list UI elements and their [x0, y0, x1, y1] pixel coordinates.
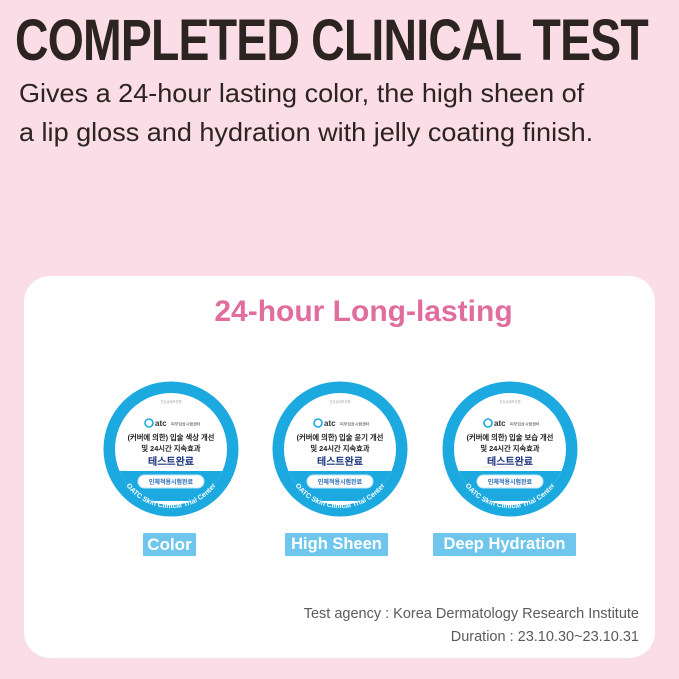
svg-text:피부임상시험센터: 피부임상시험센터 — [340, 421, 370, 427]
svg-text:테스트완료: 테스트완료 — [487, 455, 533, 468]
svg-text:(커버에 의한) 입술 보습 개선: (커버에 의한) 입술 보습 개선 — [466, 433, 553, 442]
svg-text:인체적용시험완료: 인체적용시험완료 — [148, 478, 193, 486]
svg-text:피부임상시험센터: 피부임상시험센터 — [510, 421, 540, 427]
svg-text:(커버에 의한) 입술 색상 개선: (커버에 의한) 입술 색상 개선 — [127, 433, 214, 442]
svg-text:인체적용시험완료: 인체적용시험완료 — [317, 478, 362, 486]
svg-text:피부임상시험센터: 피부임상시험센터 — [171, 421, 201, 427]
svg-text:및 24시간 지속효과: 및 24시간 지속효과 — [310, 444, 369, 453]
svg-text:atc: atc — [494, 419, 506, 428]
svg-text:테스트완료: 테스트완료 — [317, 455, 363, 468]
svg-text:건강상에보관함: 건강상에보관함 — [329, 399, 350, 404]
svg-text:atc: atc — [155, 419, 167, 428]
svg-text:(커버에 의한) 입술 윤기 개선: (커버에 의한) 입술 윤기 개선 — [296, 433, 383, 442]
svg-text:건강상에보관함: 건강상에보관함 — [499, 399, 520, 404]
svg-text:건강상에보관함: 건강상에보관함 — [160, 399, 181, 404]
svg-text:및 24시간 지속효과: 및 24시간 지속효과 — [141, 444, 200, 453]
svg-text:및 24시간 지속효과: 및 24시간 지속효과 — [480, 444, 539, 453]
svg-text:테스트완료: 테스트완료 — [148, 455, 194, 468]
svg-text:atc: atc — [324, 419, 336, 428]
svg-text:인체적용시험완료: 인체적용시험완료 — [487, 478, 532, 486]
